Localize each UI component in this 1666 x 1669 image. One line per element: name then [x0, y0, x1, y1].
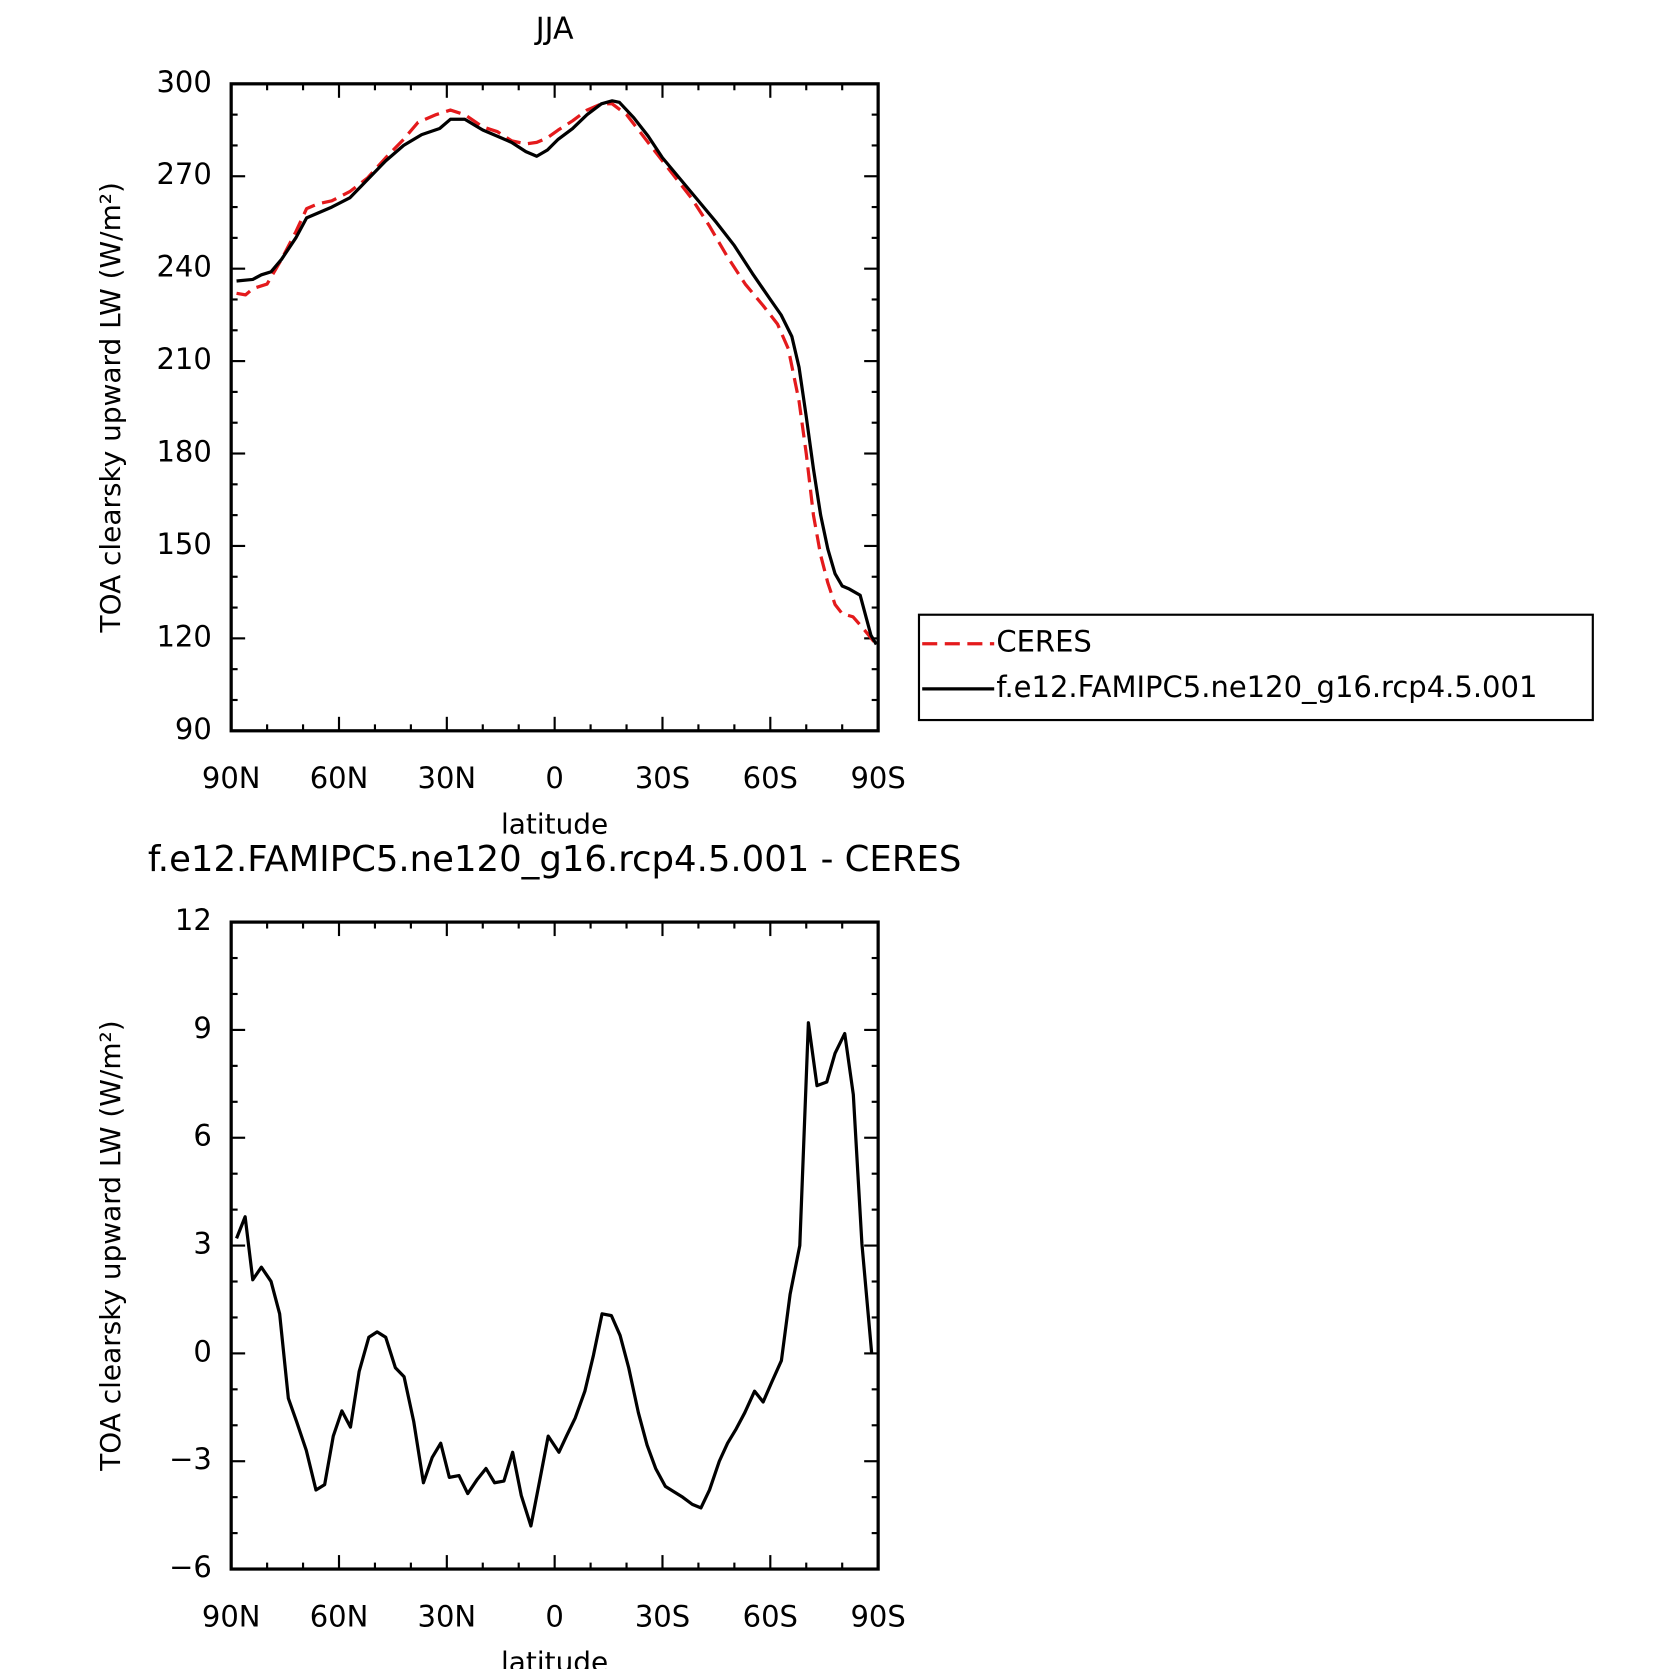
x-axis-label: latitude — [501, 807, 608, 840]
y-tick-label: 180 — [156, 435, 211, 469]
legend-label: CERES — [996, 625, 1091, 659]
x-tick-label: 60N — [310, 761, 369, 795]
legend-label: f.e12.FAMIPC5.ne120_g16.rcp4.5.001 — [996, 670, 1537, 704]
y-tick-label: 210 — [156, 342, 211, 376]
x-tick-label: 60N — [310, 1599, 369, 1633]
x-axis-label: latitude — [501, 1646, 608, 1669]
y-tick-label: 6 — [193, 1119, 211, 1153]
y-tick-label: 0 — [193, 1334, 211, 1368]
y-tick-label: 300 — [156, 65, 211, 99]
x-tick-label: 30S — [635, 761, 690, 795]
x-tick-label: 30S — [635, 1599, 690, 1633]
x-tick-label: 90N — [202, 761, 261, 795]
plot-frame — [229, 82, 880, 733]
x-tick-label: 90N — [202, 1599, 261, 1633]
y-tick-label: 240 — [156, 250, 211, 284]
y-tick-label: 3 — [193, 1227, 211, 1261]
y-tick-label: −6 — [169, 1550, 212, 1584]
data-line — [235, 1021, 874, 1528]
y-tick-label: −3 — [169, 1442, 212, 1476]
y-tick-label: 120 — [156, 619, 211, 653]
y-axis-label: TOA clearsky upward LW (W/m²) — [94, 1020, 127, 1471]
x-tick-label: 30N — [418, 1599, 477, 1633]
data-line — [236, 102, 878, 646]
x-tick-label: 60S — [743, 761, 798, 795]
chart-title: JJA — [534, 12, 574, 47]
y-tick-label: 90 — [175, 712, 212, 746]
x-tick-label: 0 — [545, 1599, 563, 1633]
legend-box — [917, 613, 1594, 722]
x-tick-label: 90S — [850, 761, 905, 795]
x-tick-label: 30N — [418, 761, 477, 795]
y-tick-label: 270 — [156, 157, 211, 191]
y-tick-label: 12 — [175, 903, 212, 937]
y-tick-label: 150 — [156, 527, 211, 561]
x-tick-label: 60S — [743, 1599, 798, 1633]
y-axis-label: TOA clearsky upward LW (W/m²) — [94, 182, 127, 633]
data-line — [236, 99, 878, 646]
x-tick-label: 90S — [850, 1599, 905, 1633]
x-tick-label: 0 — [545, 761, 563, 795]
y-tick-label: 9 — [193, 1011, 211, 1045]
plot-frame — [229, 920, 880, 1571]
chart-title: f.e12.FAMIPC5.ne120_g16.rcp4.5.001 - CER… — [148, 839, 961, 880]
